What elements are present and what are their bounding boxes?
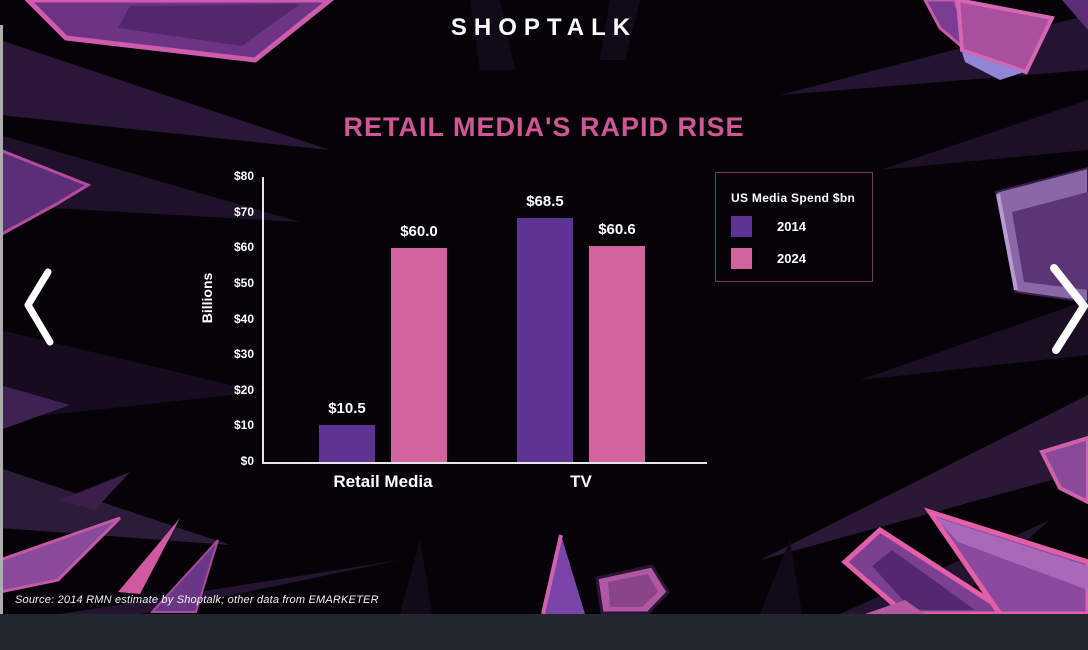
legend-swatch-2024	[731, 248, 752, 269]
chart-title: RETAIL MEDIA'S RAPID RISE	[343, 112, 745, 142]
y-tick-label: $30	[233, 347, 254, 362]
page-edge-strip	[0, 25, 3, 618]
page-footer-strip	[0, 614, 1088, 650]
legend-label-2024: 2024	[777, 251, 806, 266]
y-tick-label: $50	[233, 275, 254, 290]
y-axis-line	[262, 177, 264, 464]
chevron-right-icon[interactable]	[1046, 260, 1088, 355]
y-tick-label: $0	[240, 454, 254, 468]
y-tick-label: $70	[233, 204, 254, 219]
bar-chart: Billions $0 $10 $20 $30 $40 $50 $60 $70 $80 $10.5…	[199, 169, 707, 491]
legend-swatch-2014	[731, 216, 752, 237]
bar-2014-retail-media	[319, 424, 375, 462]
legend-title: US Media Spend $bn	[731, 191, 856, 205]
y-tick-label: $60	[233, 240, 254, 255]
bar-2024-tv	[589, 246, 645, 462]
y-tick-label: $40	[233, 311, 254, 326]
bar-value-label: $68.5	[526, 192, 564, 210]
bar-value-label: $60.6	[598, 221, 636, 239]
slide: SHOPTALK RETAIL MEDIA'S RAPID RISE Billi…	[0, 0, 1088, 614]
chart-legend: US Media Spend $bn 2014 2024	[715, 172, 873, 282]
legend-entry-2014: 2014	[731, 216, 872, 237]
legend-entry-2024: 2024	[731, 248, 872, 269]
category-label-tv: TV	[570, 472, 592, 491]
y-tick-label: $20	[233, 382, 254, 397]
background-shards	[0, 0, 1088, 614]
bar-value-label: $10.5	[328, 399, 366, 417]
bar-2024-retail-media	[391, 248, 447, 462]
x-axis-line	[262, 462, 707, 464]
y-tick-label: $10	[233, 418, 254, 433]
legend-label-2014: 2014	[777, 219, 806, 234]
y-tick-label: $80	[233, 169, 254, 183]
chevron-left-icon[interactable]	[18, 262, 58, 352]
category-label-retail-media: Retail Media	[333, 472, 433, 491]
shoptalk-logo: SHOPTALK	[450, 14, 638, 41]
bar-value-label: $60.0	[400, 223, 438, 241]
source-note: Source: 2014 RMN estimate by Shoptalk; o…	[15, 594, 379, 606]
bar-2014-tv	[517, 217, 573, 462]
